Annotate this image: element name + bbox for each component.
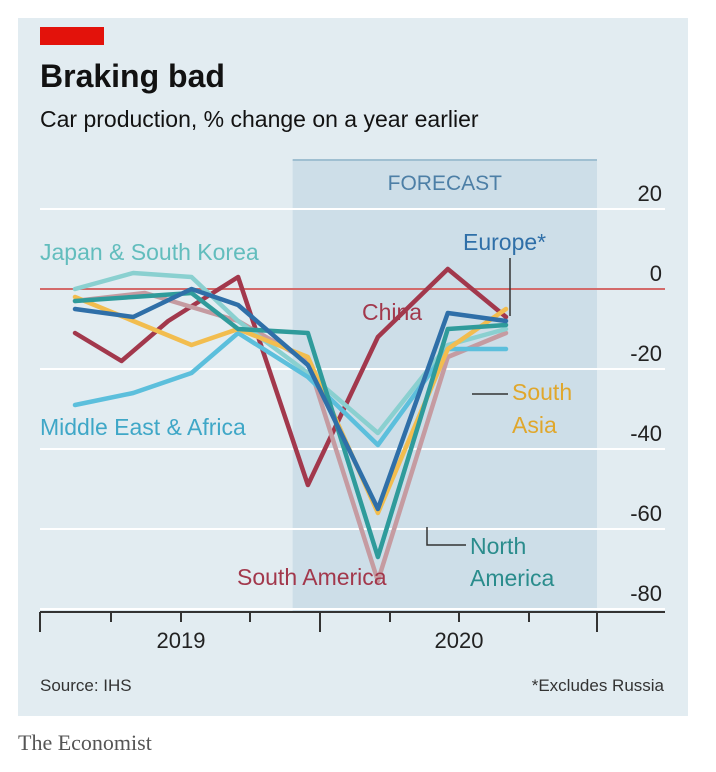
label-japan-south-korea: Japan & South Korea: [40, 239, 259, 265]
label-north-america-1: North: [470, 533, 526, 559]
series-line-6: [72, 286, 509, 512]
forecast-label: FORECAST: [388, 172, 503, 195]
north-america-leader: [426, 527, 466, 546]
y-tick-label-4: -60: [630, 501, 662, 526]
publisher-brand: The Economist: [18, 730, 152, 755]
y-tick-label-2: -20: [630, 341, 662, 366]
series-line-4: [72, 294, 509, 516]
series-line-0: [72, 266, 509, 488]
label-middle-east-africa: Middle East & Africa: [40, 414, 246, 440]
brand-red-bar: [40, 27, 104, 45]
label-south-asia-2: Asia: [512, 412, 557, 438]
y-tick-label-1: 0: [650, 261, 662, 286]
source-note: Source: IHS: [40, 676, 132, 695]
x-tick-label-2019: 2019: [157, 628, 206, 653]
series-line-5: [72, 290, 509, 560]
label-north-america-2: America: [470, 565, 555, 591]
chart-title: Braking bad: [40, 58, 225, 94]
y-tick-label-3: -40: [630, 421, 662, 446]
footnote: *Excludes Russia: [531, 676, 664, 695]
y-tick-label-5: -80: [630, 581, 662, 606]
forecast-band: [292, 160, 597, 612]
label-south-america: South America: [237, 564, 387, 590]
y-tick-label-0: 20: [638, 181, 662, 206]
label-south-asia-1: South: [512, 379, 572, 405]
x-tick-label-2020: 2020: [435, 628, 484, 653]
chart-subtitle: Car production, % change on a year earli…: [40, 106, 479, 132]
label-europe: Europe*: [463, 229, 546, 255]
label-china: China: [362, 299, 422, 325]
